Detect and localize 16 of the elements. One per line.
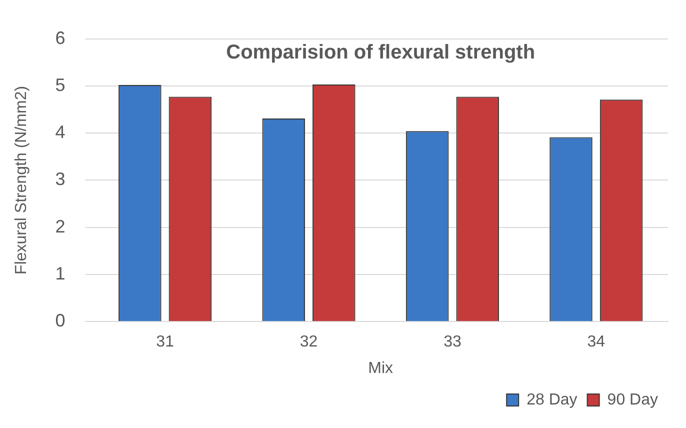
x-tick-label: 34 xyxy=(587,334,606,351)
y-tick-label: 0 xyxy=(55,310,66,331)
chart-title: Comparision of flexural strength xyxy=(226,41,536,64)
y-tick-label: 6 xyxy=(55,28,66,48)
y-tick-label: 4 xyxy=(55,122,66,142)
x-tick-label: 31 xyxy=(156,334,174,351)
x-tick-label: 33 xyxy=(444,334,462,351)
y-tick-label: 1 xyxy=(55,263,66,284)
x-axis-title: Mix xyxy=(368,360,394,377)
y-tick-label: 5 xyxy=(55,74,66,95)
legend-label: 90 Day xyxy=(607,391,658,408)
y-axis-title: Flexural Strength (N/mm2) xyxy=(13,86,30,274)
y-tick-label: 2 xyxy=(55,216,66,236)
y-tick-label: 3 xyxy=(55,169,66,190)
legend-label: 28 Day xyxy=(526,391,578,408)
x-tick-label: 32 xyxy=(300,334,318,351)
